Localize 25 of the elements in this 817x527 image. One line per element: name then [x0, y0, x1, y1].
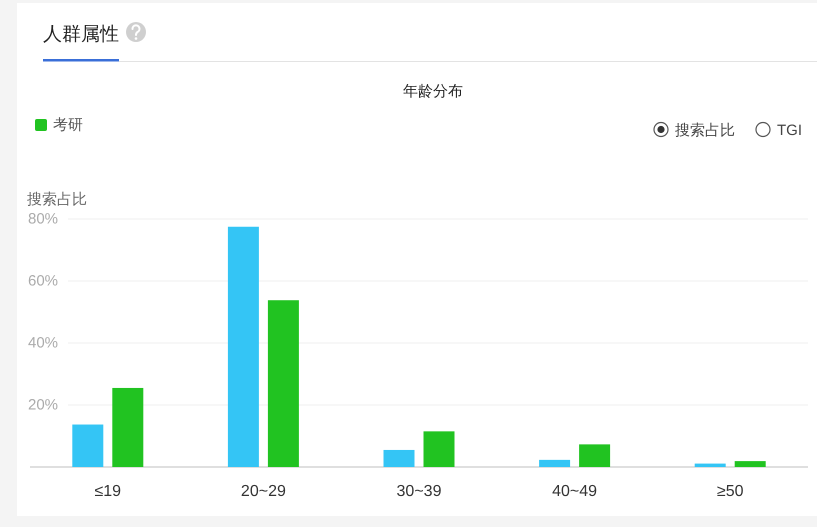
- x-tick-label: ≤19: [94, 483, 122, 500]
- text: TGI: [777, 122, 802, 139]
- chart-title: 年龄分布: [403, 83, 463, 100]
- y-tick-label: 20%: [28, 396, 58, 414]
- y-tick-label: 60%: [28, 272, 58, 290]
- x-tick-label: 20~29: [240, 483, 286, 500]
- bar: [539, 460, 570, 467]
- bar: [112, 388, 144, 467]
- legend-label: 考研: [53, 116, 83, 134]
- text: 人群属性: [43, 24, 119, 45]
- bar: [268, 300, 299, 467]
- y-tick-label: 80%: [28, 210, 58, 228]
- bar: [72, 424, 104, 467]
- bar: [384, 450, 414, 467]
- bar: [579, 444, 610, 467]
- bar: [734, 461, 766, 467]
- x-tick-label: 40~49: [552, 483, 598, 500]
- text: 搜索占比: [675, 122, 735, 139]
- bar: [424, 431, 454, 467]
- bar: [228, 226, 259, 467]
- y-tick-label: 40%: [28, 334, 58, 352]
- x-tick-label: 30~39: [396, 483, 442, 500]
- y-axis-title: 搜索占比: [27, 191, 87, 208]
- x-tick-label: ≥50: [716, 483, 744, 500]
- bar: [694, 464, 726, 467]
